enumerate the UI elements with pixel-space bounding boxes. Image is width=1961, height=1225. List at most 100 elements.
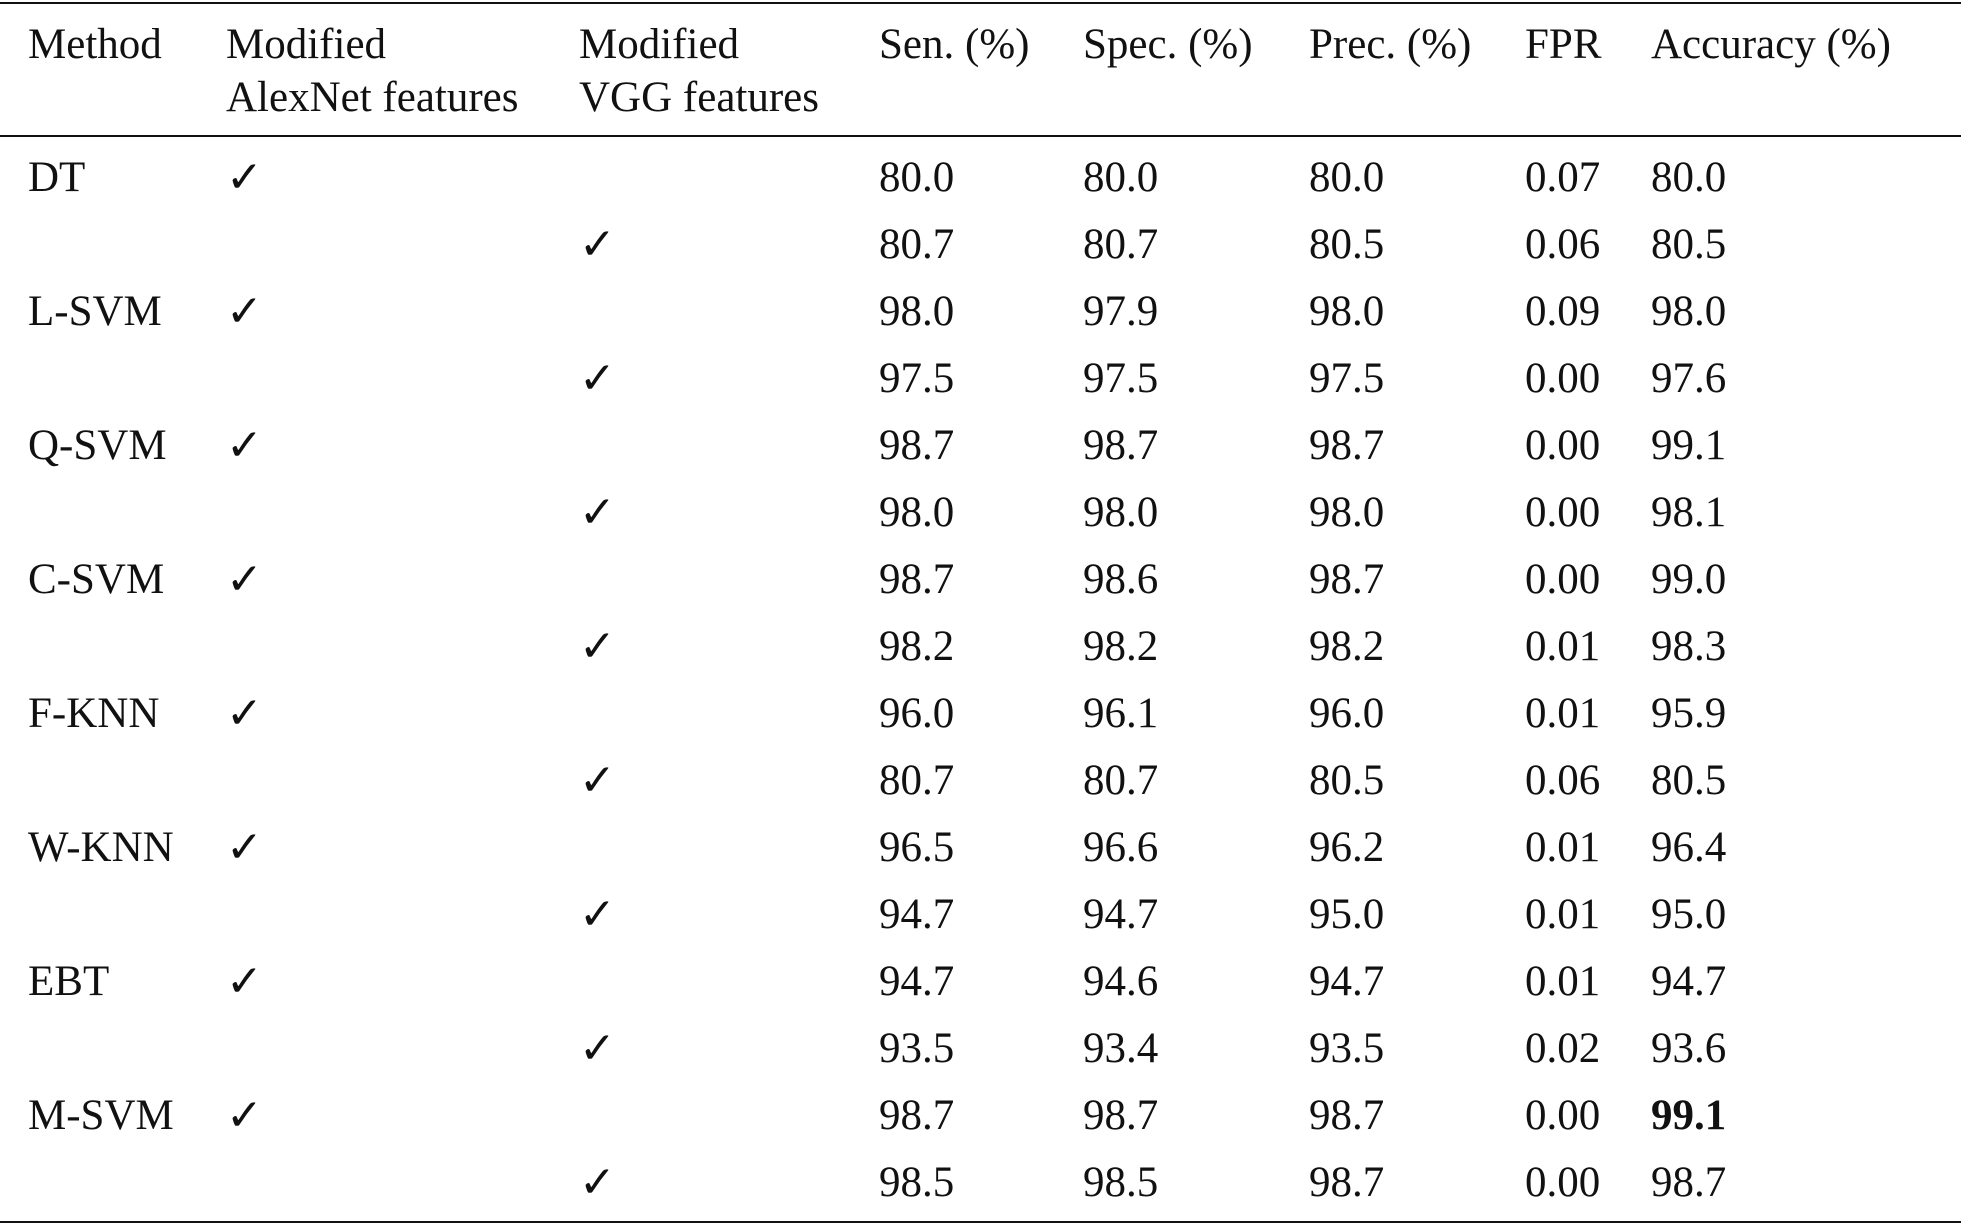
fpr-cell: 0.01 (1525, 958, 1601, 1005)
table-row: DT ✓ 80.0 80.0 80.0 0.07 80.0 (0, 144, 1961, 211)
vgg-check-icon: ✓ (579, 1157, 616, 1208)
vgg-check-icon: ✓ (579, 621, 616, 672)
fpr-cell: 0.00 (1525, 422, 1601, 469)
method-cell: F-KNN (28, 690, 160, 737)
table-row: ✓ 98.5 98.5 98.7 0.00 98.7 (0, 1149, 1961, 1216)
specificity-cell: 98.7 (1083, 1092, 1159, 1139)
table-row: ✓ 80.7 80.7 80.5 0.06 80.5 (0, 747, 1961, 814)
alexnet-check-icon: ✓ (226, 554, 263, 605)
specificity-cell: 98.6 (1083, 556, 1159, 603)
fpr-cell: 0.00 (1525, 355, 1601, 402)
alexnet-check-icon: ✓ (226, 420, 263, 471)
fpr-cell: 0.09 (1525, 288, 1601, 335)
vgg-check-icon: ✓ (579, 889, 616, 940)
fpr-cell: 0.06 (1525, 757, 1601, 804)
accuracy-cell: 95.9 (1651, 690, 1727, 737)
precision-cell: 80.5 (1309, 757, 1385, 804)
fpr-cell: 0.07 (1525, 154, 1601, 201)
specificity-cell: 96.6 (1083, 824, 1159, 871)
table-row: W-KNN ✓ 96.5 96.6 96.2 0.01 96.4 (0, 814, 1961, 881)
sensitivity-cell: 80.7 (879, 757, 955, 804)
precision-cell: 80.5 (1309, 221, 1385, 268)
fpr-cell: 0.00 (1525, 1159, 1601, 1206)
specificity-cell: 80.7 (1083, 757, 1159, 804)
alexnet-check-icon: ✓ (226, 688, 263, 739)
alexnet-check-icon: ✓ (226, 286, 263, 337)
sensitivity-cell: 96.0 (879, 690, 955, 737)
alexnet-check-icon: ✓ (226, 1090, 263, 1141)
vgg-check-icon: ✓ (579, 219, 616, 270)
precision-cell: 94.7 (1309, 958, 1385, 1005)
specificity-cell: 94.7 (1083, 891, 1159, 938)
method-cell: L-SVM (28, 288, 162, 335)
fpr-cell: 0.00 (1525, 556, 1601, 603)
header-fpr: FPR (1525, 21, 1602, 68)
table-row: ✓ 98.0 98.0 98.0 0.00 98.1 (0, 479, 1961, 546)
top-rule (0, 2, 1961, 4)
header-specificity: Spec. (%) (1083, 21, 1253, 68)
sensitivity-cell: 97.5 (879, 355, 955, 402)
precision-cell: 98.7 (1309, 422, 1385, 469)
accuracy-cell: 96.4 (1651, 824, 1727, 871)
header-method: Method (28, 21, 162, 68)
method-cell: EBT (28, 958, 110, 1005)
sensitivity-cell: 94.7 (879, 891, 955, 938)
specificity-cell: 97.5 (1083, 355, 1159, 402)
fpr-cell: 0.00 (1525, 1092, 1601, 1139)
alexnet-check-icon: ✓ (226, 956, 263, 1007)
method-cell: C-SVM (28, 556, 165, 603)
alexnet-check-icon: ✓ (226, 152, 263, 203)
fpr-cell: 0.01 (1525, 824, 1601, 871)
fpr-cell: 0.01 (1525, 623, 1601, 670)
fpr-cell: 0.06 (1525, 221, 1601, 268)
specificity-cell: 80.0 (1083, 154, 1159, 201)
specificity-cell: 97.9 (1083, 288, 1159, 335)
method-cell: W-KNN (28, 824, 174, 871)
table-row: L-SVM ✓ 98.0 97.9 98.0 0.09 98.0 (0, 278, 1961, 345)
accuracy-cell: 99.1 (1651, 422, 1727, 469)
accuracy-cell: 80.0 (1651, 154, 1727, 201)
accuracy-cell: 93.6 (1651, 1025, 1727, 1072)
table-row: EBT ✓ 94.7 94.6 94.7 0.01 94.7 (0, 948, 1961, 1015)
vgg-check-icon: ✓ (579, 1023, 616, 1074)
vgg-check-icon: ✓ (579, 487, 616, 538)
sensitivity-cell: 80.7 (879, 221, 955, 268)
fpr-cell: 0.01 (1525, 891, 1601, 938)
table-row: ✓ 94.7 94.7 95.0 0.01 95.0 (0, 881, 1961, 948)
sensitivity-cell: 98.0 (879, 489, 955, 536)
specificity-cell: 80.7 (1083, 221, 1159, 268)
precision-cell: 98.7 (1309, 556, 1385, 603)
precision-cell: 98.7 (1309, 1159, 1385, 1206)
accuracy-cell: 98.3 (1651, 623, 1727, 670)
specificity-cell: 98.2 (1083, 623, 1159, 670)
sensitivity-cell: 80.0 (879, 154, 955, 201)
precision-cell: 98.7 (1309, 1092, 1385, 1139)
method-cell: DT (28, 154, 86, 201)
sensitivity-cell: 98.5 (879, 1159, 955, 1206)
header-accuracy: Accuracy (%) (1651, 21, 1891, 68)
sensitivity-cell: 94.7 (879, 958, 955, 1005)
header-rule (0, 135, 1961, 137)
sensitivity-cell: 93.5 (879, 1025, 955, 1072)
specificity-cell: 96.1 (1083, 690, 1159, 737)
accuracy-cell: 99.0 (1651, 556, 1727, 603)
precision-cell: 98.2 (1309, 623, 1385, 670)
method-cell: M-SVM (28, 1092, 174, 1139)
precision-cell: 96.2 (1309, 824, 1385, 871)
table-row: ✓ 97.5 97.5 97.5 0.00 97.6 (0, 345, 1961, 412)
accuracy-cell: 95.0 (1651, 891, 1727, 938)
accuracy-cell: 99.1 (1651, 1092, 1727, 1139)
accuracy-cell: 80.5 (1651, 757, 1727, 804)
precision-cell: 98.0 (1309, 288, 1385, 335)
table-row: C-SVM ✓ 98.7 98.6 98.7 0.00 99.0 (0, 546, 1961, 613)
precision-cell: 95.0 (1309, 891, 1385, 938)
sensitivity-cell: 96.5 (879, 824, 955, 871)
specificity-cell: 98.0 (1083, 489, 1159, 536)
sensitivity-cell: 98.0 (879, 288, 955, 335)
table-row: ✓ 80.7 80.7 80.5 0.06 80.5 (0, 211, 1961, 278)
header-vgg-features: Modified VGG features (579, 21, 819, 121)
accuracy-cell: 98.7 (1651, 1159, 1727, 1206)
table-row: ✓ 98.2 98.2 98.2 0.01 98.3 (0, 613, 1961, 680)
accuracy-cell: 98.0 (1651, 288, 1727, 335)
